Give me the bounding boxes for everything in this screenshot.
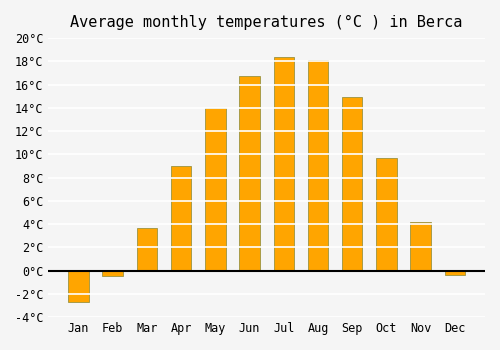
Title: Average monthly temperatures (°C ) in Berca: Average monthly temperatures (°C ) in Be… [70, 15, 463, 30]
Bar [308, 60, 328, 271]
Bar [136, 228, 157, 271]
Bar [205, 108, 226, 271]
Bar [171, 166, 192, 271]
Bar [444, 271, 465, 275]
Bar [410, 222, 431, 271]
Bar [342, 97, 362, 271]
Bar [376, 158, 396, 271]
Bar [68, 271, 88, 302]
Bar [240, 77, 260, 271]
Bar [274, 57, 294, 271]
Bar [102, 271, 123, 276]
